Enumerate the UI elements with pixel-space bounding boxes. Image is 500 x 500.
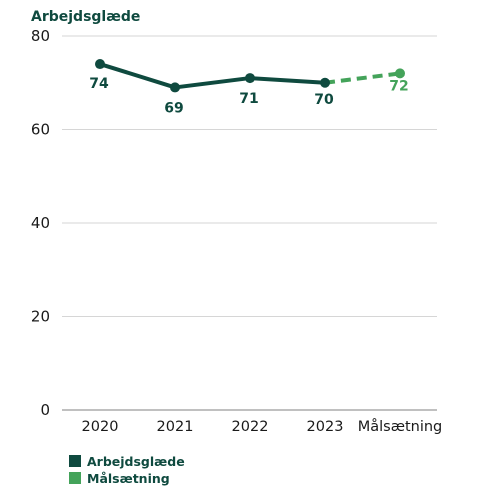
- x-axis-ticks: 2020 2021 2022 2023 Målsætning: [82, 418, 443, 435]
- data-point: [320, 77, 330, 88]
- data-point: [95, 59, 105, 70]
- series-points: [95, 59, 405, 93]
- data-point: [395, 68, 405, 79]
- data-label: 72: [389, 78, 408, 94]
- data-label: 74: [89, 76, 109, 92]
- y-tick-label: 0: [40, 401, 50, 419]
- legend-swatch: [69, 472, 81, 484]
- data-label: 70: [314, 92, 334, 108]
- data-label: 71: [239, 91, 258, 107]
- data-point: [245, 73, 255, 84]
- y-tick-label: 20: [31, 308, 50, 326]
- x-tick-label: 2023: [307, 419, 344, 435]
- series-line: [324, 71, 401, 85]
- chart-title: Arbejdsglæde: [31, 9, 140, 25]
- legend-label: Målsætning: [87, 471, 170, 486]
- legend-swatch: [69, 455, 81, 467]
- legend: Arbejdsglæde Målsætning: [69, 454, 185, 486]
- y-axis-ticks: 0 20 40 60 80: [31, 27, 50, 419]
- data-point: [170, 82, 180, 93]
- series-lines: [99, 62, 401, 90]
- x-tick-label: 2022: [232, 419, 269, 435]
- x-tick-label: 2021: [157, 419, 194, 435]
- series-line: [99, 62, 326, 90]
- y-tick-label: 80: [31, 27, 50, 45]
- data-labels: 74 69 71 70 72: [89, 76, 408, 116]
- x-tick-label: Målsætning: [358, 418, 443, 435]
- legend-label: Arbejdsglæde: [87, 454, 185, 469]
- grid-lines: [62, 35, 437, 411]
- y-tick-label: 60: [31, 121, 50, 139]
- data-label: 69: [164, 100, 183, 116]
- y-tick-label: 40: [31, 214, 50, 232]
- x-tick-label: 2020: [82, 419, 119, 435]
